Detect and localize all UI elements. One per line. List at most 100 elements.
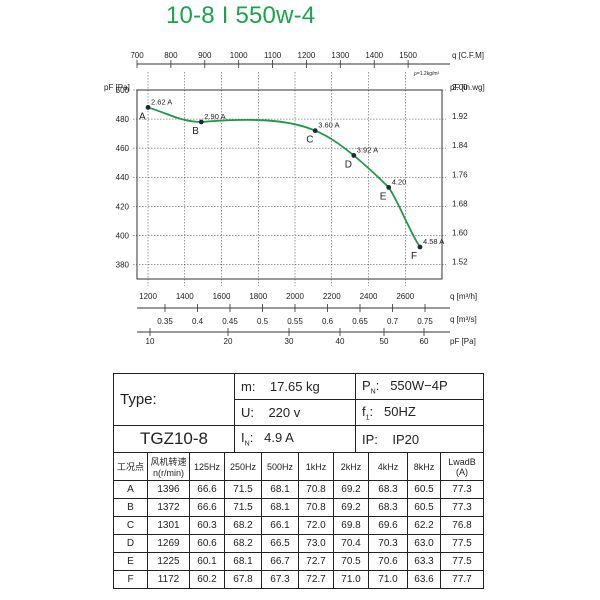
cfm-tick-label: 1200 [298, 51, 316, 60]
table-cell: 66.1 [261, 516, 299, 535]
power-label: P [362, 377, 371, 393]
table-cell: 60.2 [189, 570, 225, 589]
table-cell: 1301 [147, 516, 190, 535]
inwg-axis-title: pF [in.wg] [450, 83, 485, 92]
m3s-tick-label: 0.55 [287, 317, 303, 326]
header-cell: 8kHz [407, 452, 441, 481]
current-label: I [241, 430, 245, 446]
cfm-tick-label: 1500 [399, 51, 417, 60]
chart-title: 10-8 I 550w-4 [166, 2, 316, 29]
table-cell: 60.5 [407, 480, 441, 499]
data-point [351, 153, 357, 158]
pa-tick-label: 20 [224, 337, 233, 346]
pressure-tick-label: 400 [116, 231, 130, 240]
table-cell: 72.7 [298, 570, 334, 589]
header-cell: 4kHz [368, 452, 408, 481]
m3s-tick-label: 0.6 [322, 317, 334, 326]
table-row: D 1269 60.6 68.2 66.5 73.0 70.4 70.3 63.0 77.5 [113, 534, 484, 553]
header-cell: 500Hz [261, 452, 299, 481]
table-row: C 1301 60.3 68.2 66.1 72.0 69.8 69.6 62.2 76.8 [113, 516, 484, 535]
table-cell: 77.3 [440, 498, 484, 517]
cfm-axis-title: q [C.F.M] [452, 51, 484, 60]
pa-axis-title: pF [Pa] [450, 337, 476, 346]
table-cell: 63.0 [407, 534, 441, 553]
noise-table-body: A 1396 66.6 71.5 68.1 70.8 69.2 68.3 60.5 77.3 B 13… [113, 480, 484, 589]
protection-label: IP: [362, 431, 378, 447]
type-label: Type: [120, 391, 157, 408]
table-cell: 70.4 [333, 534, 369, 553]
inwg-tick-label: 1.92 [452, 112, 468, 121]
power-value: 550W−4P [390, 377, 448, 393]
table-cell: 70.5 [333, 552, 369, 571]
data-point [145, 105, 151, 110]
table-cell: 69.2 [333, 480, 369, 499]
header-cell: 风机转速 n(r/min) [147, 452, 190, 481]
table-cell: 70.8 [298, 480, 334, 499]
m3s-tick-label: 0.35 [157, 317, 173, 326]
table-cell: 72.0 [298, 516, 334, 535]
density-note: ρ=1.2kg/m³ [414, 71, 440, 77]
table-cell: 1396 [147, 480, 190, 499]
mass-cell: m: 17.65 kg [234, 373, 356, 400]
table-cell: 60.6 [189, 534, 225, 553]
point-label: C [306, 135, 313, 146]
table-cell: 68.1 [224, 552, 262, 571]
pa-tick-label: 40 [336, 337, 345, 346]
pressure-tick-label: 440 [116, 173, 130, 182]
current-label: 2.62 A [151, 97, 172, 106]
table-cell: 67.8 [224, 570, 262, 589]
protection-cell: IP: IP20 [355, 425, 484, 453]
pressure-axis-title: pF [Pa] [104, 83, 130, 92]
table-cell: 60.5 [407, 498, 441, 517]
m3s-tick-label: 0.5 [257, 317, 269, 326]
pa-tick-label: 30 [285, 337, 294, 346]
table-cell: 1269 [147, 534, 190, 553]
frequency-cell: f1: 50HZ [355, 399, 484, 426]
table-cell: E [113, 552, 148, 571]
inwg-tick-label: 2.00 [452, 83, 468, 92]
inwg-tick-label: 1.60 [452, 228, 468, 237]
current-label: 3.92 A [357, 145, 378, 154]
flow-tick-label: 1600 [213, 292, 231, 301]
point-label: B [192, 126, 199, 137]
data-point [386, 185, 392, 190]
table-cell: 71.0 [333, 570, 369, 589]
header-cell: LwadB (A) [440, 452, 484, 481]
table-cell: 68.2 [224, 516, 262, 535]
noise-header-row: 工况点 风机转速 n(r/min) 125Hz 250Hz 500Hz 1kHz… [113, 452, 484, 481]
pa-tick-label: 10 [146, 337, 155, 346]
table-cell: A [113, 480, 148, 499]
type-value-cell: TGZ10-8 [113, 425, 235, 453]
table-cell: 60.3 [189, 516, 225, 535]
inwg-tick-label: 1.52 [452, 258, 468, 267]
voltage-cell: U: 220 v [234, 399, 356, 426]
voltage-value: 220 v [268, 405, 301, 420]
pressure-tick-label: 500 [116, 86, 130, 95]
table-cell: 1172 [147, 570, 190, 589]
table-cell: 69.6 [368, 516, 408, 535]
point-label: F [411, 251, 417, 262]
table-cell: 72.7 [298, 552, 334, 571]
table-cell: 68.3 [368, 498, 408, 517]
flow-axis-title: q [m³/h] [450, 292, 477, 301]
point-label: A [139, 111, 146, 122]
type-value: TGZ10-8 [139, 429, 209, 448]
mass-label: m: [241, 379, 256, 394]
flow-tick-label: 1200 [139, 292, 157, 301]
point-label: D [345, 159, 352, 170]
power-cell: PN: 550W−4P [355, 373, 484, 400]
table-cell: 70.3 [368, 534, 408, 553]
pressure-tick-label: 380 [116, 260, 130, 269]
table-row: A 1396 66.6 71.5 68.1 70.8 69.2 68.3 60.5 77.3 [113, 480, 484, 499]
inwg-tick-label: 1.84 [452, 141, 468, 150]
protection-value: IP20 [392, 431, 420, 447]
mass-value: 17.65 kg [269, 379, 320, 394]
table-cell: 68.3 [368, 480, 408, 499]
table-cell: 63.3 [407, 552, 441, 571]
table-cell: 66.7 [261, 552, 299, 571]
m3s-tick-label: 0.75 [417, 317, 433, 326]
header-cell: 1kHz [298, 452, 334, 481]
table-cell: 69.8 [333, 516, 369, 535]
m3s-tick-label: 0.45 [222, 317, 238, 326]
cfm-tick-label: 1400 [365, 51, 383, 60]
